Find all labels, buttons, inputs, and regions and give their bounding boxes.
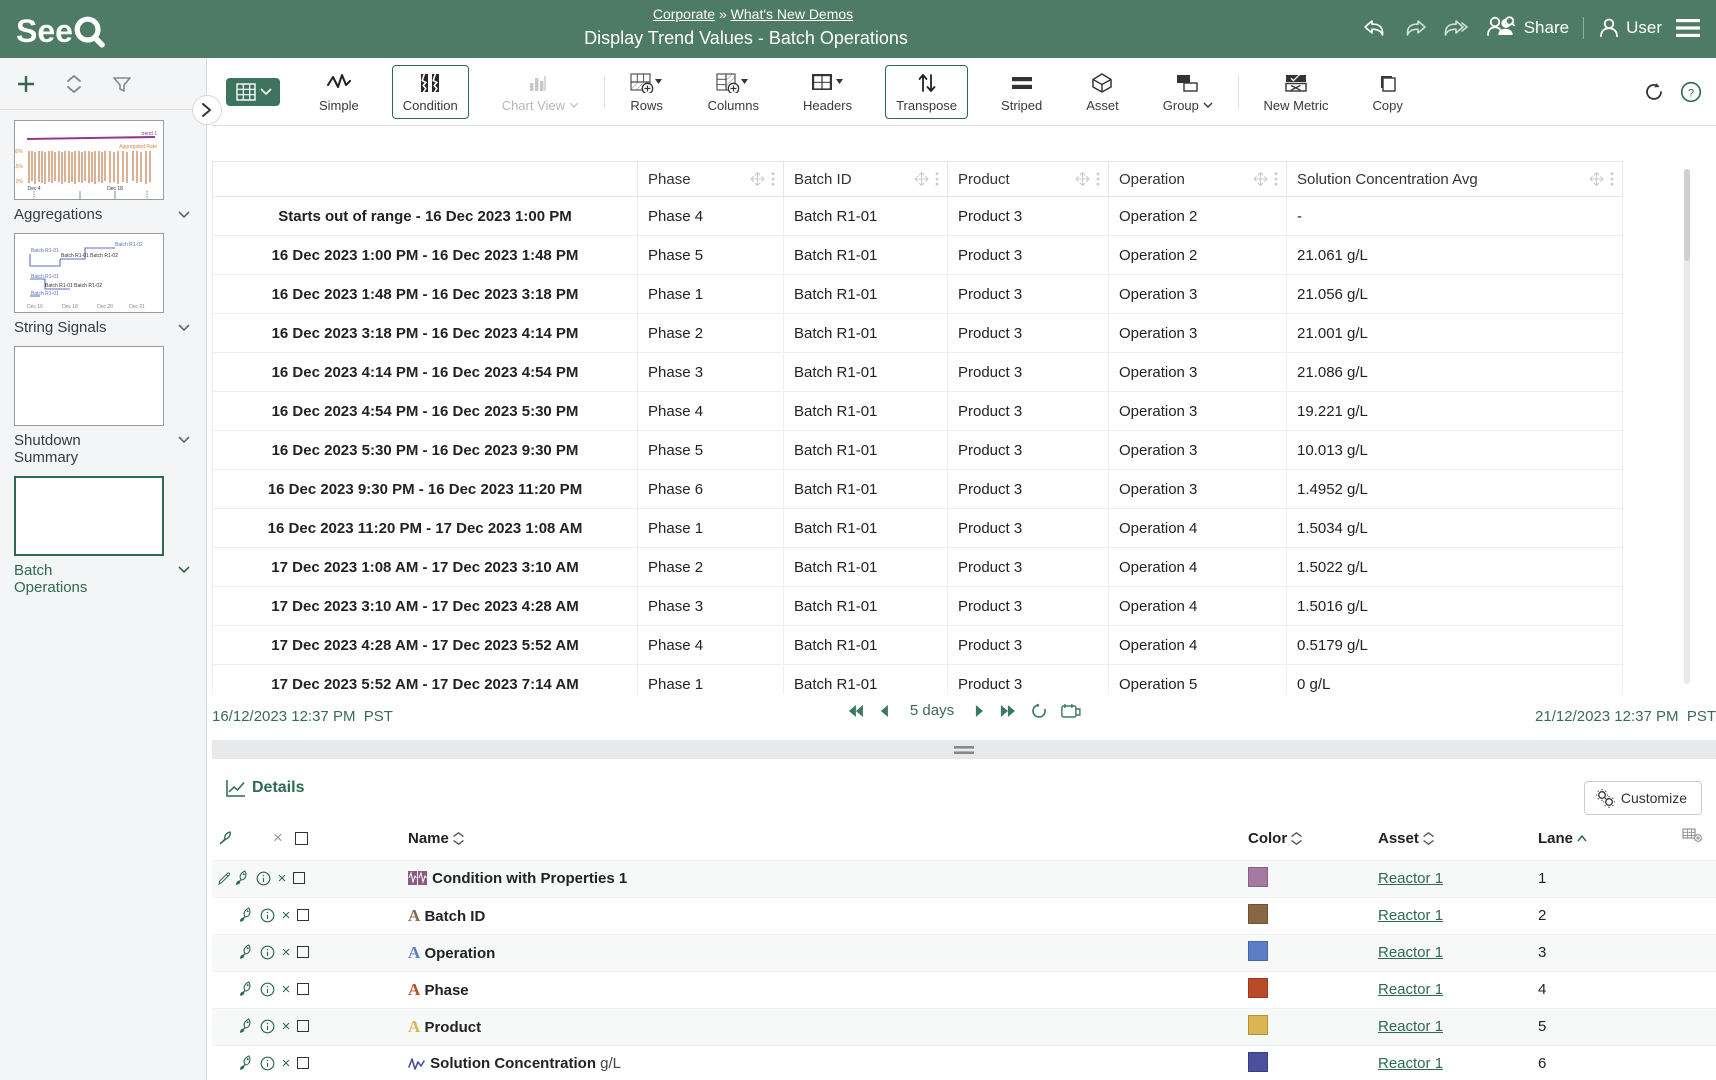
svg-text:Dec 20: Dec 20 bbox=[97, 304, 113, 310]
svg-text:Batch R1-01: Batch R1-01 bbox=[31, 274, 59, 280]
svg-text:Batch R1-01: Batch R1-01 bbox=[31, 291, 59, 297]
svg-text:Dec 18: Dec 18 bbox=[107, 186, 123, 192]
svg-text:0%: 0% bbox=[16, 179, 24, 185]
svg-text:Dec 18: Dec 18 bbox=[62, 304, 78, 310]
svg-text:15%: 15% bbox=[15, 164, 24, 170]
svg-text:Dec 16: Dec 16 bbox=[27, 304, 43, 310]
svg-text:Aggregated Rate: Aggregated Rate bbox=[119, 144, 157, 150]
svg-text:Dec 4: Dec 4 bbox=[27, 186, 40, 192]
svg-text:Batch R1-01 Batch R1-02: Batch R1-01 Batch R1-02 bbox=[61, 253, 118, 259]
svg-text:Dec 21: Dec 21 bbox=[129, 304, 145, 310]
svg-text:Batch R1-02: Batch R1-02 bbox=[115, 242, 143, 248]
svg-text:Batch R1-01 Batch R1-02: Batch R1-01 Batch R1-02 bbox=[45, 283, 102, 289]
svg-text:trend 1: trend 1 bbox=[141, 131, 157, 137]
svg-text:30%: 30% bbox=[15, 149, 24, 155]
svg-text:?: ? bbox=[1688, 87, 1694, 99]
svg-text:Batch R1-01: Batch R1-01 bbox=[31, 248, 59, 254]
